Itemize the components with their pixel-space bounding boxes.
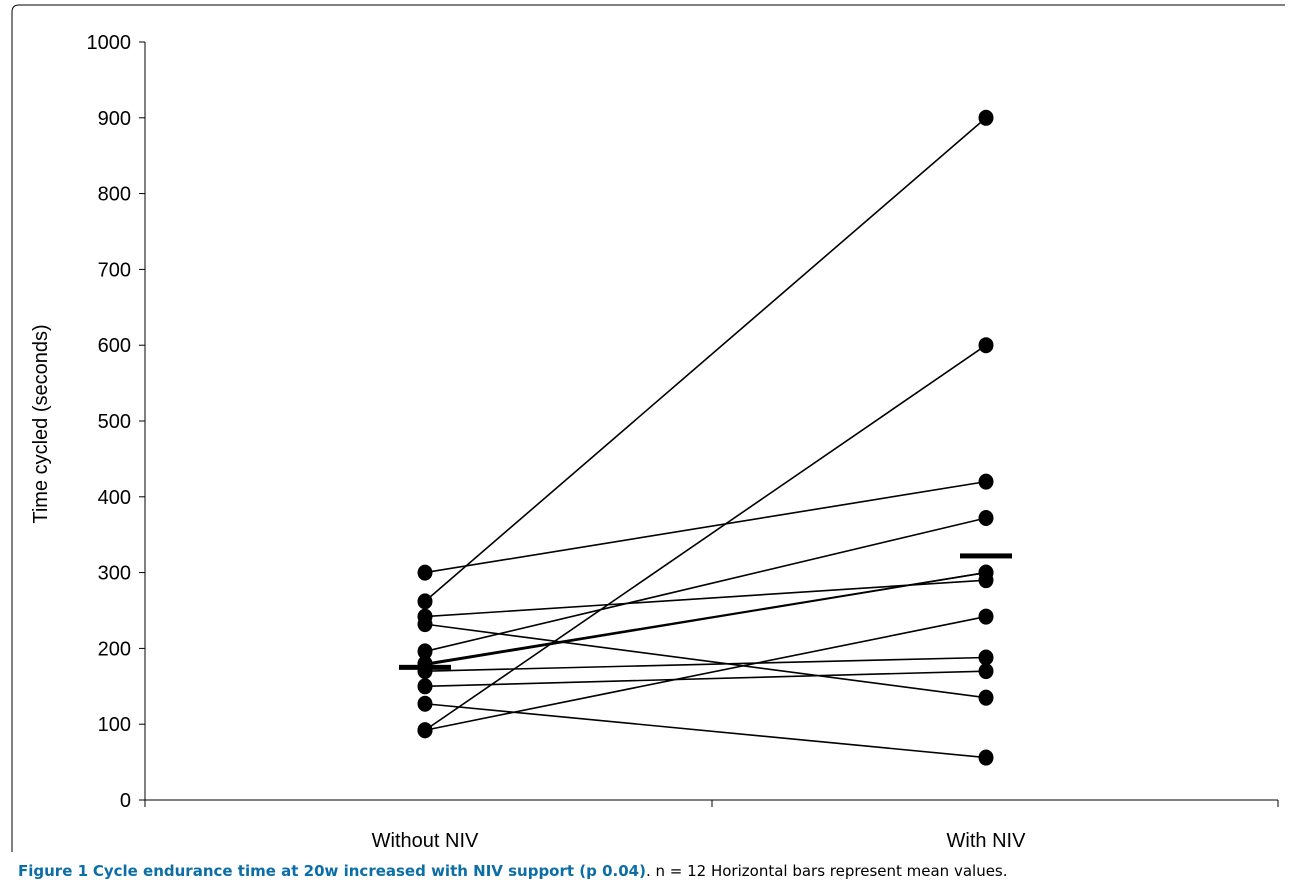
- series-line: [424, 670, 987, 688]
- mean-bar: [960, 553, 1012, 559]
- series-line: [424, 579, 987, 618]
- data-point: [417, 616, 433, 633]
- data-point: [978, 608, 994, 625]
- data-point: [978, 749, 994, 766]
- series-line: [424, 571, 987, 666]
- caption-text: . n = 12 Horizontal bars represent mean …: [645, 862, 1008, 880]
- series-line: [424, 117, 987, 603]
- y-tick-label: 200: [98, 638, 131, 660]
- y-tick-label: 300: [98, 563, 131, 585]
- mean-bar: [399, 664, 451, 670]
- series-lines: [424, 117, 987, 759]
- x-tick-label: Without NIV: [372, 830, 479, 852]
- y-axis-title: Time cycled (seconds): [30, 324, 52, 523]
- y-tick-label: 400: [98, 487, 131, 509]
- y-tick-label: 100: [98, 714, 131, 736]
- caption-label: Figure 1: [18, 862, 89, 880]
- series-line: [424, 344, 987, 731]
- x-tick-label: With NIV: [947, 830, 1027, 852]
- figure-caption: Figure 1 Cycle endurance time at 20w inc…: [18, 862, 1008, 880]
- data-point: [417, 695, 433, 712]
- chart: 0 100 200 300 400 500 600 700 800 900 1000 Without …: [11, 4, 1285, 852]
- y-tick-label: 1000: [87, 32, 132, 54]
- series-points: [417, 109, 994, 766]
- data-point: [978, 689, 994, 706]
- figure-frame: 0 100 200 300 400 500 600 700 800 900 1000 Without …: [4, 4, 1286, 891]
- data-point: [978, 473, 994, 490]
- data-point: [978, 109, 994, 126]
- y-tick-label: 600: [98, 335, 131, 357]
- frame-border: [11, 4, 1285, 852]
- data-point: [417, 722, 433, 739]
- data-point: [417, 593, 433, 610]
- data-point: [978, 649, 994, 666]
- series-line: [424, 656, 987, 672]
- y-tick-label: 800: [98, 184, 131, 206]
- data-point: [417, 564, 433, 581]
- series-line: [424, 702, 987, 759]
- caption-title: Cycle endurance time at 20w increased wi…: [92, 862, 646, 880]
- data-point: [978, 564, 994, 581]
- data-point: [978, 337, 994, 354]
- data-point: [417, 643, 433, 660]
- y-tick-label: 700: [98, 259, 131, 281]
- series-line: [424, 517, 987, 653]
- y-tick-label: 900: [98, 108, 131, 130]
- data-point: [417, 678, 433, 695]
- y-tick-label: 500: [98, 411, 131, 433]
- data-point: [978, 510, 994, 527]
- data-point: [978, 663, 994, 680]
- series-line: [424, 623, 987, 699]
- series-line: [424, 480, 987, 574]
- axes: 0 100 200 300 400 500 600 700 800 900 1000 Without …: [87, 32, 1279, 852]
- series-line: [424, 615, 987, 732]
- y-tick-label: 0: [120, 790, 131, 812]
- mean-bars: [399, 553, 1012, 670]
